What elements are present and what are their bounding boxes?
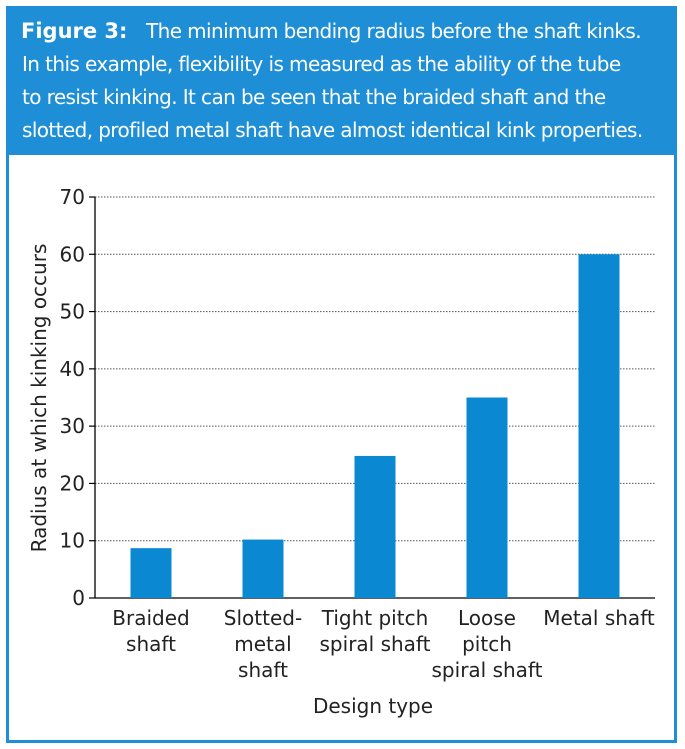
x-tick-label: Metal shaft (543, 606, 655, 630)
caption-line-2: In this example, flexibility is measured… (22, 52, 621, 76)
y-tick-label: 20 (60, 471, 85, 495)
x-tick-label: Slotted- (224, 606, 302, 630)
x-tick-label: shaft (238, 658, 288, 682)
x-tick-label: spiral shaft (432, 658, 543, 682)
y-tick-label: 0 (72, 586, 85, 610)
y-tick-label: 70 (60, 185, 85, 209)
y-tick-label: 40 (60, 357, 85, 381)
y-axis-title: Radius at which kinking occurs (27, 244, 51, 553)
caption-line-3: to resist kinking. It can be seen that t… (22, 85, 606, 109)
x-tick-label: shaft (126, 632, 176, 656)
y-tick-label: 30 (60, 414, 85, 438)
x-tick-label: spiral shaft (320, 632, 431, 656)
x-tick-label: Loose (458, 606, 516, 630)
caption-line-1: The minimum bending radius before the sh… (145, 19, 641, 43)
caption-line-4: slotted, profiled metal shaft have almos… (22, 118, 643, 142)
x-tick-label: Tight pitch (321, 606, 429, 630)
bar (578, 254, 620, 599)
bar (130, 548, 172, 598)
x-tick-label: Braided (112, 606, 189, 630)
x-tick-label: metal (234, 632, 291, 656)
bar (242, 539, 284, 598)
y-tick-label: 50 (60, 300, 85, 324)
plot-area: 010203040506070BraidedshaftSlotted-metal… (27, 185, 655, 718)
y-tick-label: 60 (60, 242, 85, 266)
bar (466, 397, 508, 598)
x-axis-title: Design type (313, 694, 433, 718)
caption-label: Figure 3: (21, 19, 127, 43)
x-tick-label: pitch (462, 632, 512, 656)
bar (354, 455, 396, 598)
y-tick-label: 10 (60, 529, 85, 553)
caption-label-box (9, 9, 133, 49)
